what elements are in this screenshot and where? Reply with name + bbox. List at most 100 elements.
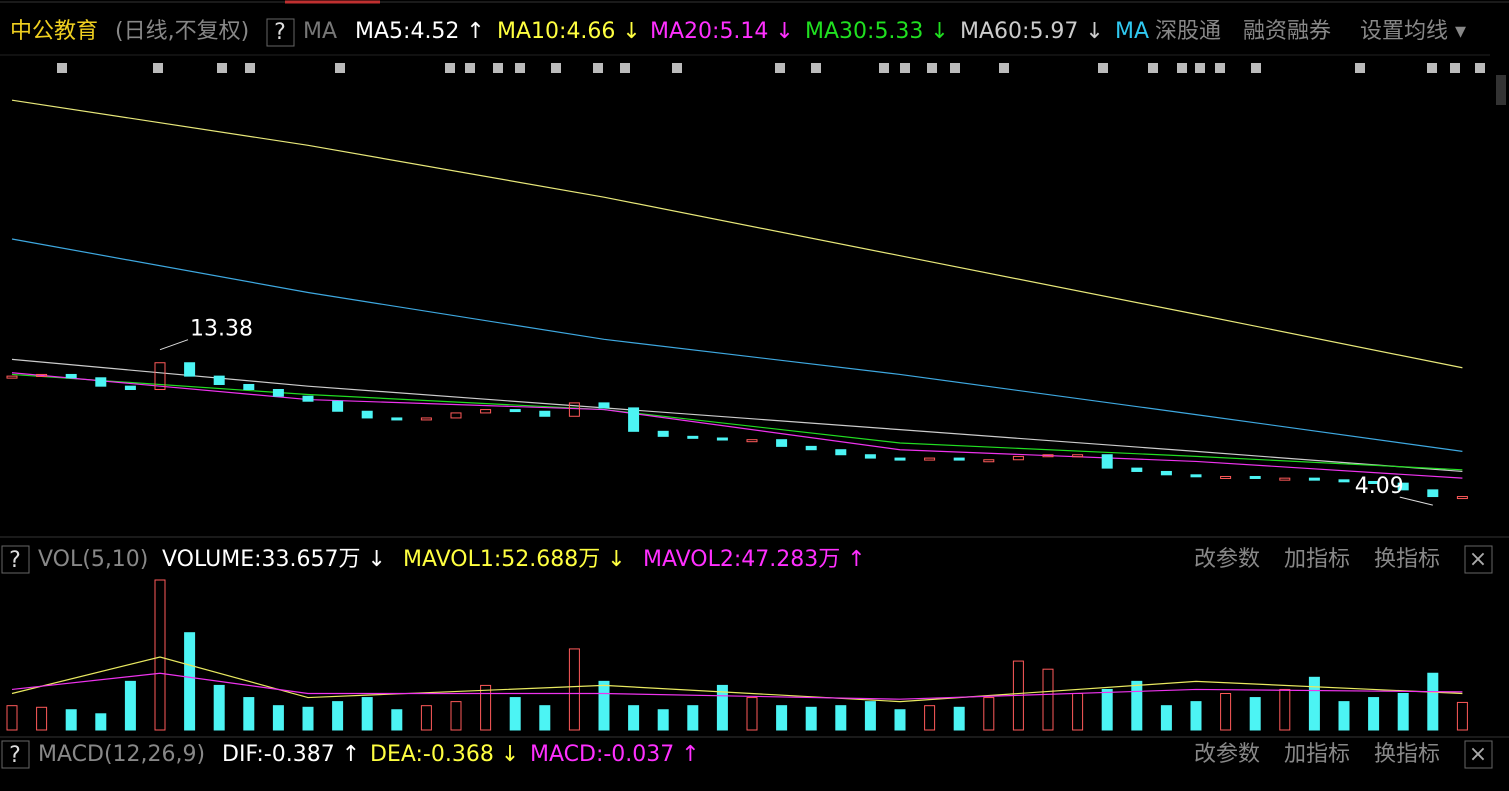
candle [1190,474,1202,478]
candle [716,437,728,441]
volume-bar [1338,701,1350,731]
volume-bar [1042,668,1054,731]
annotation: 13.38 [190,317,253,342]
event-marker [57,63,67,73]
volume-bar [1160,705,1172,731]
volume-bar [1220,693,1232,731]
candle [1427,489,1439,498]
volume-bar [420,705,432,731]
button[interactable]: 加指标 [1284,547,1350,572]
settings[interactable]: 设置均线 ▾ [1360,19,1466,44]
volume-bar [1397,693,1409,731]
event-marker [879,63,889,73]
event-marker [335,63,345,73]
volume-bar [1249,697,1261,731]
candle [983,459,995,463]
volume-bar [1190,701,1202,731]
ma-link[interactable]: MA [1115,19,1149,44]
candle [332,400,344,412]
help[interactable]: ? [9,743,21,768]
candle [65,373,77,379]
event-marker [811,63,821,73]
candle [864,454,876,459]
candle [391,417,403,421]
button[interactable]: 换指标 [1374,742,1440,767]
candle [805,445,817,451]
period[interactable]: (日线,不复权) [115,19,249,44]
volume-bar [391,709,403,731]
volume-bar [687,705,699,731]
volume-bar [95,713,107,731]
candle [95,377,107,387]
candle [894,457,906,461]
candle [213,375,225,385]
volume-bar [805,706,817,731]
candle [953,457,965,461]
mavol1: MAVOL1:52.688万 ↓ [403,547,626,572]
event-marker [551,63,561,73]
candle [480,409,492,414]
button[interactable]: 换指标 [1374,547,1440,572]
help-box[interactable] [1,740,30,769]
volume-bar [657,709,669,731]
event-marker [1148,63,1158,73]
button[interactable]: 加指标 [1284,742,1350,767]
candle [687,435,699,439]
margin[interactable]: 融资融券 [1243,19,1331,44]
event-marker [1475,63,1485,73]
help-box[interactable] [1,545,30,574]
indicator-name: VOL(5,10) [38,547,148,572]
volume-bar [864,701,876,731]
volume-bar [953,706,965,731]
candle [628,407,640,432]
mavol2: MAVOL2:47.283万 ↑ [643,547,866,572]
ma-label: MA [303,19,337,44]
help[interactable]: ? [9,548,21,573]
ma-line [11,358,1463,473]
volume-bar [184,632,196,731]
close[interactable]: × [1469,547,1487,572]
candle [657,430,669,437]
annotation-arrow [159,339,189,351]
event-marker [620,63,630,73]
volume-bar [243,697,255,731]
dea: DEA:-0.368 ↓ [370,742,519,767]
volume-bar [924,705,936,731]
candle [124,385,136,391]
volume-bar [1368,697,1380,731]
volume-bar [124,680,136,731]
event-marker [1215,63,1225,73]
stock-name[interactable]: 中公教育 [10,19,98,44]
ma60: MA60:5.97 ↓ [960,19,1104,44]
button[interactable]: 改参数 [1194,742,1260,767]
event-marker [1177,63,1187,73]
button[interactable]: 改参数 [1194,547,1260,572]
volume-bar [65,709,77,731]
sgt[interactable]: 深股通 [1155,19,1221,44]
candle [1279,477,1291,481]
candle [1072,454,1084,458]
help[interactable]: ? [274,20,286,45]
close-box[interactable] [1464,545,1493,574]
event-marker [465,63,475,73]
ma10: MA10:4.66 ↓ [497,19,641,44]
event-marker [153,63,163,73]
candle [420,417,432,421]
volume-bar [716,684,728,731]
event-marker [1355,63,1365,73]
close[interactable]: × [1469,742,1487,767]
close-box[interactable] [1464,740,1493,769]
help-box[interactable] [266,18,295,47]
ma5: MA5:4.52 ↑ [355,19,485,44]
candle [1456,496,1468,500]
volume-bar [154,579,166,731]
volume-bar [509,697,521,731]
event-marker [245,63,255,73]
scrollbar[interactable] [1496,75,1506,105]
volume-bar [272,705,284,731]
event-marker [445,63,455,73]
volume-bar [628,705,640,731]
candle [509,409,521,413]
volume-bar [1427,672,1439,731]
mavol-line [11,672,1463,700]
